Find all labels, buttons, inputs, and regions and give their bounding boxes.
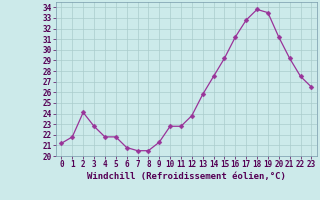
X-axis label: Windchill (Refroidissement éolien,°C): Windchill (Refroidissement éolien,°C)	[87, 172, 286, 181]
